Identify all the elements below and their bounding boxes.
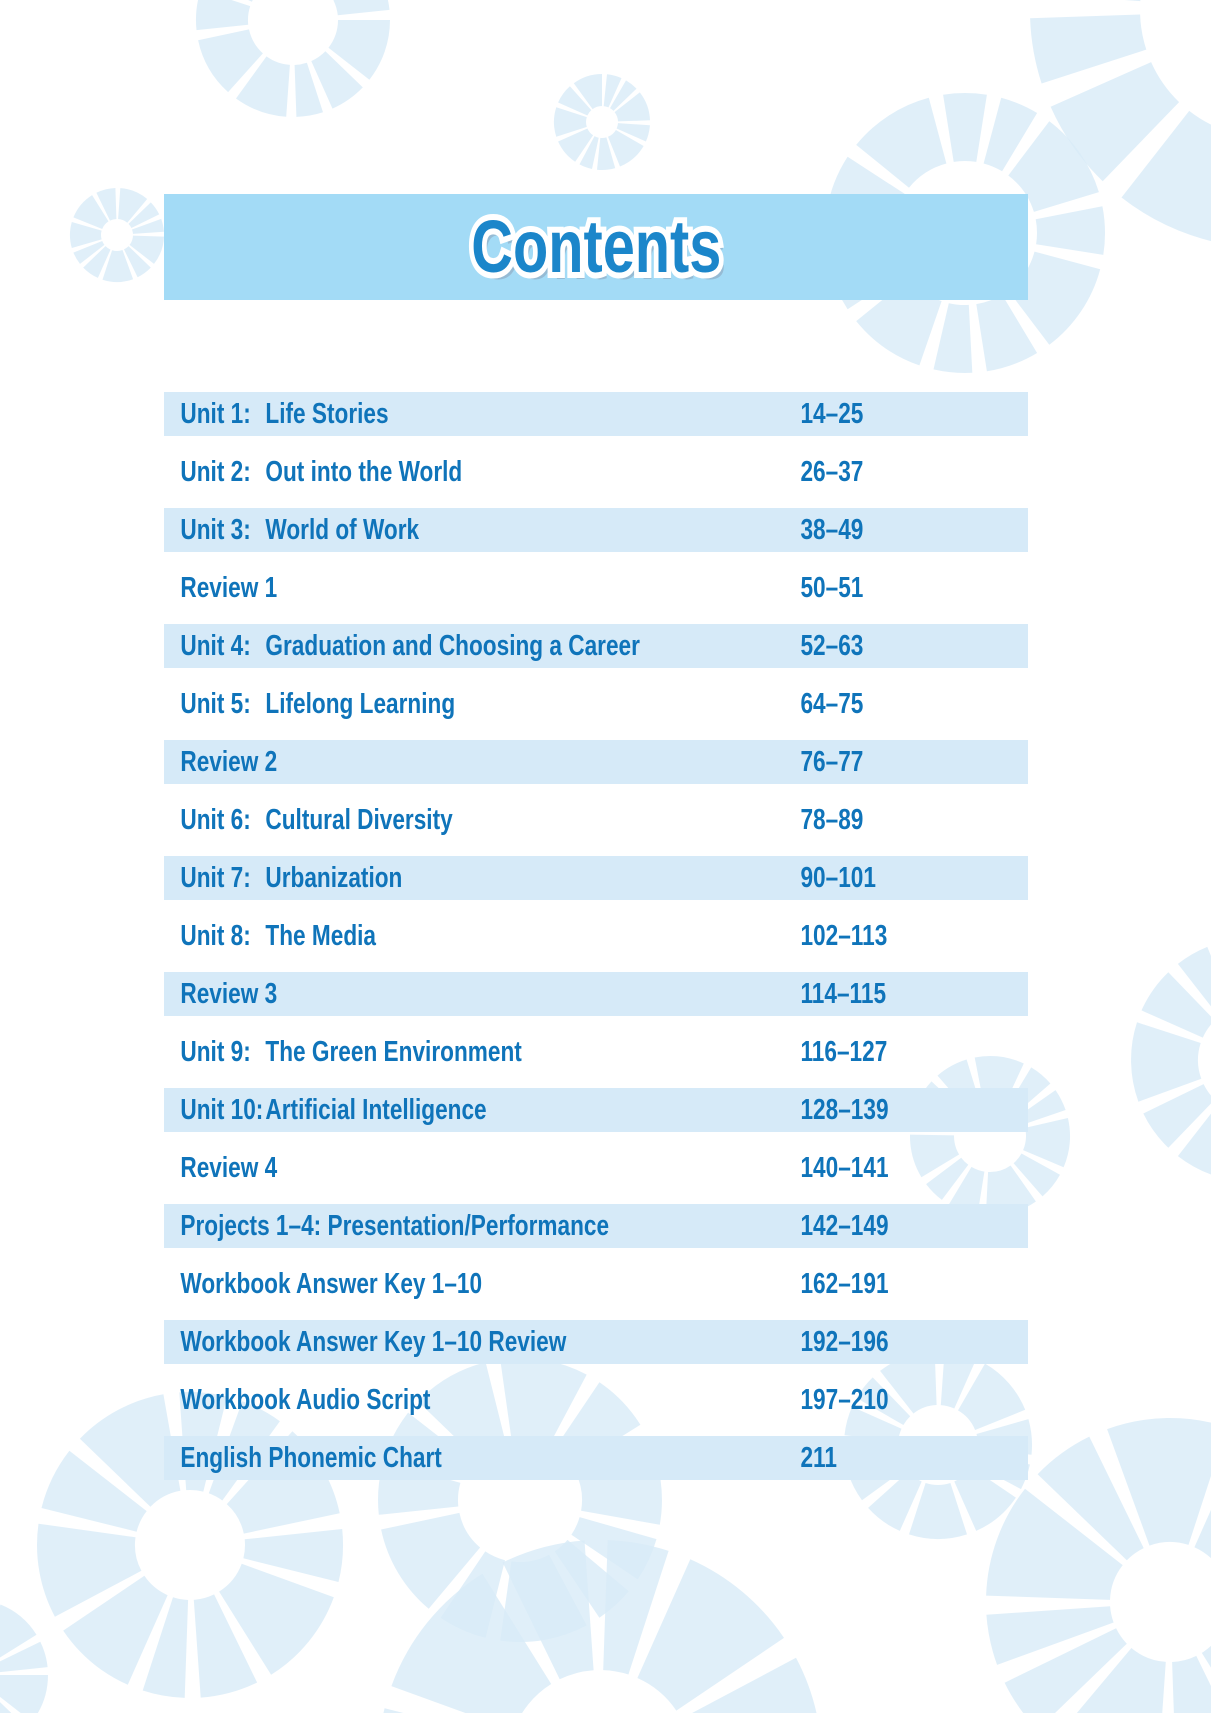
toc-row-title: Cultural Diversity <box>265 804 453 836</box>
toc-row-pages: 64–75 <box>800 688 864 720</box>
toc-row-title: Review 2 <box>180 746 278 778</box>
toc-row-title: English Phonemic Chart <box>180 1442 442 1474</box>
toc-row-pages: 14–25 <box>800 398 864 430</box>
toc-row: Unit 7: Urbanization 90–101 <box>164 856 1028 900</box>
toc-row-pages: 128–139 <box>800 1094 889 1126</box>
toc-row-prefix: Unit 4: <box>180 630 251 662</box>
toc-row-pages: 140–141 <box>800 1152 889 1184</box>
toc-row-title: Graduation and Choosing a Career <box>265 630 640 662</box>
toc-row-title: Life Stories <box>265 398 389 430</box>
toc-row-pages: 197–210 <box>800 1384 889 1416</box>
toc-row-prefix: Unit 9: <box>180 1036 251 1068</box>
toc-row-pages: 76–77 <box>800 746 864 778</box>
toc-row: Unit 2: Out into the World 26–37 <box>164 450 1028 494</box>
toc-row-pages: 114–115 <box>800 978 887 1010</box>
toc-row: Unit 4: Graduation and Choosing a Career … <box>164 624 1028 668</box>
toc-row-title: Review 3 <box>180 978 278 1010</box>
toc-row-title: World of Work <box>265 514 420 546</box>
toc-row: Unit 5: Lifelong Learning 64–75 <box>164 682 1028 726</box>
toc-row-pages: 211 <box>800 1442 837 1474</box>
toc-row-prefix: Unit 7: <box>180 862 251 894</box>
toc-row: Unit 3: World of Work 38–49 <box>164 508 1028 552</box>
toc-row: Unit 10:Artificial Intelligence 128–139 <box>164 1088 1028 1132</box>
toc-row-pages: 38–49 <box>800 514 864 546</box>
toc-row-title: Out into the World <box>265 456 463 488</box>
toc-row-pages: 26–37 <box>800 456 864 488</box>
toc-row: English Phonemic Chart 211 <box>164 1436 1028 1480</box>
toc-row-pages: 52–63 <box>800 630 864 662</box>
toc-row: Review 2 76–77 <box>164 740 1028 784</box>
toc-row-title: Review 1 <box>180 572 278 604</box>
toc-row-title: Workbook Audio Script <box>180 1384 431 1416</box>
toc-row: Unit 9: The Green Environment 116–127 <box>164 1030 1028 1074</box>
toc-row: Workbook Answer Key 1–10 162–191 <box>164 1262 1028 1306</box>
toc-row: Unit 8: The Media 102–113 <box>164 914 1028 958</box>
toc-row-pages: 162–191 <box>800 1268 889 1300</box>
toc-row-prefix: Unit 8: <box>180 920 251 952</box>
toc-row: Review 1 50–51 <box>164 566 1028 610</box>
toc-row-prefix: Unit 2: <box>180 456 251 488</box>
toc-row-prefix: Unit 3: <box>180 514 251 546</box>
toc-row-prefix: Unit 1: <box>180 398 251 430</box>
toc-row-title: Projects 1–4: Presentation/Performance <box>180 1210 610 1242</box>
toc-row-title: Review 4 <box>180 1152 278 1184</box>
contents-header-band: Contents <box>164 194 1028 300</box>
toc-row-title: Workbook Answer Key 1–10 Review <box>180 1326 567 1358</box>
toc-row-pages: 192–196 <box>800 1326 889 1358</box>
toc-row-prefix: Unit 6: <box>180 804 251 836</box>
toc-row-title: Workbook Answer Key 1–10 <box>180 1268 483 1300</box>
toc-row-pages: 78–89 <box>800 804 864 836</box>
toc-row-pages: 116–127 <box>800 1036 888 1068</box>
toc-row-pages: 102–113 <box>800 920 888 952</box>
toc-row-title: The Green Environment <box>265 1036 522 1068</box>
toc-row: Workbook Answer Key 1–10 Review 192–196 <box>164 1320 1028 1364</box>
toc-row-pages: 50–51 <box>800 572 864 604</box>
toc-row: Projects 1–4: Presentation/Performance 1… <box>164 1204 1028 1248</box>
toc-row: Unit 6: Cultural Diversity 78–89 <box>164 798 1028 842</box>
toc-row-title: Urbanization <box>265 862 403 894</box>
page-title: Contents <box>471 201 721 293</box>
toc-row-pages: 142–149 <box>800 1210 889 1242</box>
toc-row: Unit 1: Life Stories 14–25 <box>164 392 1028 436</box>
toc-row-pages: 90–101 <box>800 862 876 894</box>
toc-row-prefix: Unit 5: <box>180 688 251 720</box>
toc-row-prefix: Unit 10: <box>180 1094 264 1126</box>
toc-row-title: Lifelong Learning <box>265 688 456 720</box>
toc-row: Workbook Audio Script 197–210 <box>164 1378 1028 1422</box>
toc-row: Review 3 114–115 <box>164 972 1028 1016</box>
table-of-contents: Unit 1: Life Stories 14–25 Unit 2: Out int… <box>164 392 1028 1494</box>
toc-row: Review 4 140–141 <box>164 1146 1028 1190</box>
toc-row-title: The Media <box>265 920 377 952</box>
toc-row-title: Artificial Intelligence <box>265 1094 487 1126</box>
